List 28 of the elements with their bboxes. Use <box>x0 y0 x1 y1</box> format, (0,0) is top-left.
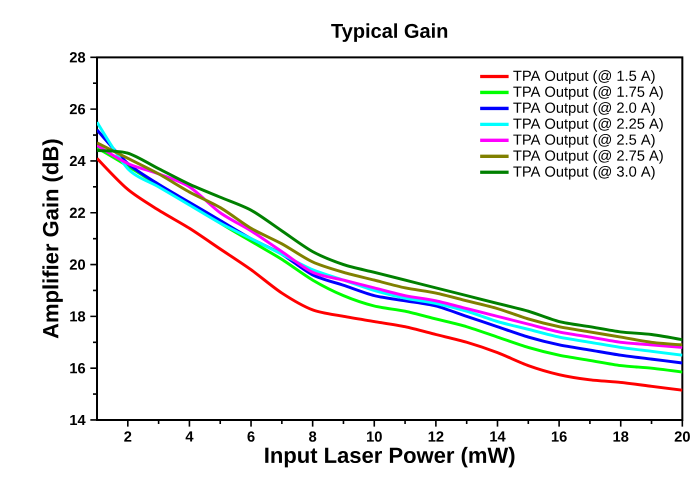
legend-label: TPA Output (@ 2.25 A) <box>513 118 663 132</box>
legend-label: TPA Output (@ 2.75 A) <box>513 150 663 164</box>
x-axis-title: Input Laser Power (mW) <box>265 446 514 468</box>
x-tick-label: 14 <box>490 431 506 442</box>
x-tick-label: 10 <box>367 431 382 442</box>
chart-title: Typical Gain <box>331 23 448 42</box>
y-tick-label: 20 <box>70 259 86 270</box>
x-tick-label: 16 <box>552 431 567 442</box>
y-tick-label: 14 <box>70 414 86 426</box>
x-tick-label: 20 <box>674 431 690 442</box>
x-tick-label: 12 <box>428 431 444 442</box>
y-tick-label: 28 <box>70 52 86 63</box>
x-tick-label: 8 <box>309 431 316 442</box>
x-tick-label: 4 <box>186 431 194 442</box>
y-tick-label: 18 <box>70 311 86 322</box>
x-tick-label: 6 <box>248 431 255 442</box>
y-tick-label: 26 <box>70 104 86 114</box>
y-tick-label: 16 <box>70 363 86 374</box>
y-tick-label: 22 <box>70 208 86 218</box>
legend-label: TPA Output (@ 2.0 A) <box>513 102 655 116</box>
legend-label: TPA Output (@ 1.75 A) <box>513 86 663 100</box>
y-axis-title: Amplifier Gain (dB) <box>42 140 63 338</box>
x-tick-label: 18 <box>613 431 628 442</box>
y-tick-label: 24 <box>70 156 86 166</box>
legend-label: TPA Output (@ 3.0 A) <box>513 166 655 180</box>
legend-label: TPA Output (@ 1.5 A) <box>513 70 655 84</box>
x-tick-label: 2 <box>124 431 132 442</box>
legend-label: TPA Output (@ 2.5 A) <box>513 134 655 148</box>
